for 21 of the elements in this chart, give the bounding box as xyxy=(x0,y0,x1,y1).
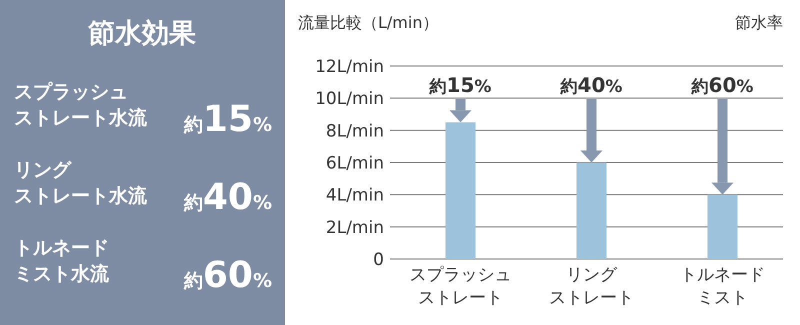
annotation: 約60% xyxy=(690,73,754,97)
text: スプラッシュストレート水流 xyxy=(14,81,148,129)
annotation: 約15% xyxy=(428,73,492,97)
text: 約60% xyxy=(182,255,272,296)
x-tick-label: リングストレート xyxy=(549,265,634,308)
y-tick-label: 12L/min xyxy=(315,57,384,77)
y-tick-label: 10L/min xyxy=(315,89,384,110)
text: 節水率 xyxy=(735,13,783,32)
text: リングストレート水流 xyxy=(14,159,148,207)
y-tick-label: 6L/min xyxy=(326,154,384,174)
text: 節水効果 xyxy=(87,18,196,49)
y-tick-label: 2L/min xyxy=(326,218,384,238)
x-tick-label: トルネードミスト xyxy=(680,265,765,308)
text: 約40% xyxy=(182,177,272,218)
y-axis-title: 流量比較（L/min） xyxy=(298,13,438,32)
text: トルネードミスト水流 xyxy=(14,237,110,285)
y-tick-label: 4L/min xyxy=(326,186,384,206)
y-tick-label: 8L/min xyxy=(326,121,384,142)
annotation: 約40% xyxy=(560,73,622,97)
x-tick-label: スプラッシュストレート xyxy=(410,265,512,308)
y-tick-label: 0 xyxy=(373,250,384,270)
